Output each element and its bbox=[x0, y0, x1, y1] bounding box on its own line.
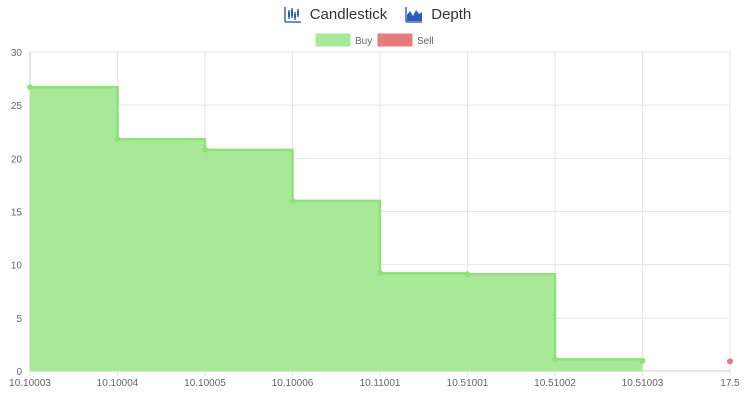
x-tick-label: 10.51003 bbox=[622, 378, 664, 389]
depth-label: Depth bbox=[431, 5, 472, 23]
buy-point bbox=[289, 197, 296, 204]
y-tick-label: 0 bbox=[16, 367, 22, 378]
y-tick-label: 5 bbox=[16, 314, 22, 325]
buy-point bbox=[552, 356, 558, 363]
buy-line bbox=[30, 85, 644, 361]
x-tick-label: 10.51002 bbox=[534, 378, 576, 389]
buy-area bbox=[30, 87, 643, 371]
candlestick-label: Candlestick bbox=[309, 5, 388, 23]
y-tick-label: 25 bbox=[11, 101, 23, 112]
x-tick-label: 10.10004 bbox=[97, 378, 139, 389]
candlestick-button[interactable]: Candlestick bbox=[284, 5, 388, 23]
candlestick-icon bbox=[284, 6, 301, 23]
buy-point bbox=[377, 270, 383, 277]
buy-point bbox=[639, 357, 646, 364]
buy-point bbox=[202, 146, 208, 153]
sell-point bbox=[727, 358, 733, 365]
chart-type-switcher: Candlestick Depth bbox=[0, 0, 755, 28]
buy-point bbox=[27, 84, 33, 91]
depth-chart: Buy Sell 0 5 10 15 20 25 30 10.10003 10.10004 10.10… bbox=[9, 33, 740, 389]
x-tick-label: 10.10003 bbox=[9, 378, 51, 389]
legend-label-buy: Buy bbox=[355, 36, 372, 47]
legend-swatch-buy bbox=[315, 33, 351, 47]
x-tick-label: 10.10005 bbox=[184, 378, 226, 389]
y-tick-label: 10 bbox=[11, 261, 23, 272]
x-tick-label: 10.10006 bbox=[272, 378, 314, 389]
legend-label-sell: Sell bbox=[417, 36, 434, 47]
depth-button[interactable]: Depth bbox=[405, 6, 471, 23]
y-tick-label: 15 bbox=[11, 208, 23, 219]
x-tick-label: 10.51001 bbox=[447, 378, 489, 389]
x-tick-label: 10.11001 bbox=[360, 378, 401, 389]
depth-icon bbox=[405, 6, 423, 23]
x-tick-label: 17.5 bbox=[720, 378, 740, 389]
buy-point bbox=[464, 271, 471, 278]
legend-swatch-sell bbox=[377, 33, 413, 47]
y-tick-label: 20 bbox=[11, 154, 23, 165]
buy-point bbox=[114, 136, 121, 143]
y-tick-label: 30 bbox=[11, 48, 23, 59]
